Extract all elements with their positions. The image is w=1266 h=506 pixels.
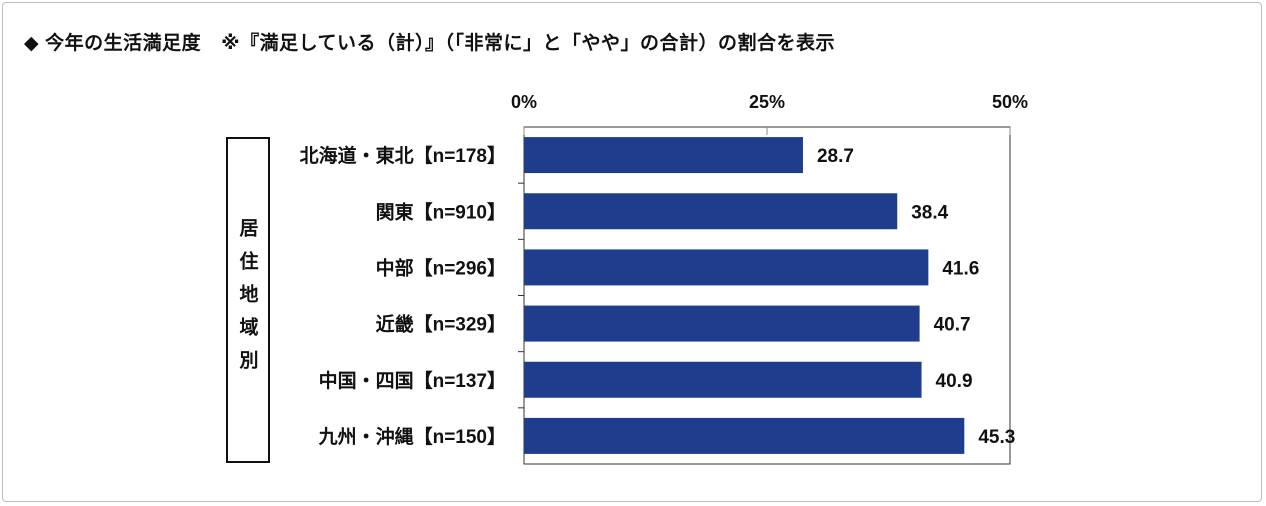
group-label: 居住地域別: [236, 217, 259, 383]
x-tick-label: 50%: [992, 92, 1028, 112]
diamond-icon: ◆: [24, 32, 40, 54]
title-note: ※『満足している（計）』（「非常に」と「やや」の合計）の割合を表示: [221, 32, 836, 54]
category-label: 関東【n=910】: [376, 200, 506, 223]
bar: [524, 137, 803, 174]
bar: [524, 249, 929, 286]
group-label-box: 居住地域別: [226, 137, 270, 463]
bar: [524, 361, 922, 398]
value-label: 40.7: [934, 315, 971, 336]
value-label: 40.9: [936, 371, 973, 392]
value-label: 28.7: [817, 146, 854, 167]
category-label: 近畿【n=329】: [376, 313, 506, 336]
plot-area: [523, 126, 1011, 465]
category-label: 中国・四国【n=137】: [319, 369, 506, 392]
category-label: 北海道・東北【n=178】: [300, 144, 506, 167]
category-label: 中部【n=296】: [376, 256, 506, 279]
x-tick-label: 25%: [749, 92, 785, 112]
value-label: 41.6: [942, 258, 979, 279]
value-label: 45.3: [978, 427, 1015, 448]
x-tick-label: 0%: [511, 92, 537, 112]
chart-title: ◆ 今年の生活満足度 ※『満足している（計）』（「非常に」と「やや」の合計）の割合を…: [24, 28, 835, 55]
bar: [524, 305, 920, 342]
bar: [524, 417, 965, 454]
category-label: 九州・沖縄【n=150】: [318, 425, 506, 448]
title-main: 今年の生活満足度: [45, 32, 202, 54]
bar: [524, 193, 898, 230]
value-label: 38.4: [911, 202, 948, 223]
